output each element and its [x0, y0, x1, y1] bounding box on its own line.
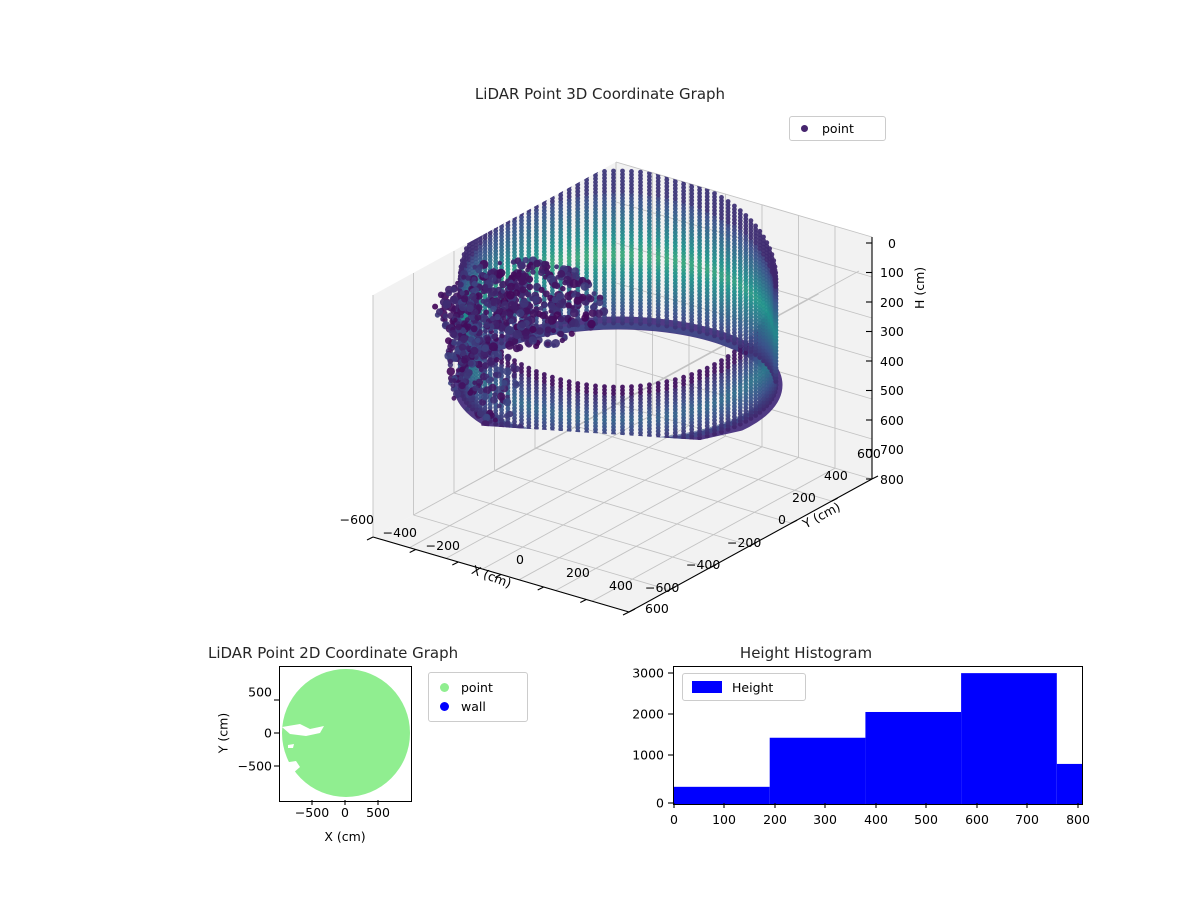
panel-3d-legend: point: [789, 116, 886, 141]
legend-label: point: [461, 680, 493, 695]
x-tick-label: 500: [366, 805, 390, 820]
x-tick-label: −200: [425, 538, 460, 553]
panel-2d: LiDAR Point 2D Coordinate Graph 500: [150, 635, 570, 865]
y-tick-label: 0: [264, 725, 272, 741]
x-tick-label: 600: [965, 812, 989, 827]
y-tick-label: 600: [857, 446, 881, 461]
y-tick-label: 500: [248, 684, 272, 700]
x-tick-label: 200: [566, 565, 590, 580]
x-tick-label: −500: [294, 805, 330, 820]
panel-histogram-tickmarks: [668, 672, 1079, 808]
panel-2d-title: LiDAR Point 2D Coordinate Graph: [208, 644, 459, 662]
panel-2d-legend: point wall: [428, 672, 528, 722]
x-tick-label: 100: [712, 812, 736, 827]
panel-3d-title: LiDAR Point 3D Coordinate Graph: [474, 85, 726, 103]
y-tick-label: −200: [727, 535, 762, 550]
panel-2d-tickmarks: [274, 699, 379, 805]
histogram-bar: [769, 737, 866, 804]
y-tick-label: −500: [237, 758, 272, 774]
x-tick-label: 400: [864, 812, 888, 827]
legend-item-wall: wall: [435, 697, 521, 716]
point-marker-icon: [801, 125, 808, 132]
x-tick-label: 0: [341, 805, 349, 820]
x-tick-label: −600: [339, 512, 374, 527]
y-tick-label: 2000: [632, 706, 664, 722]
x-tick-label: 300: [813, 812, 837, 827]
y-tick-label: 1000: [632, 747, 664, 763]
y-tick-label: 3000: [632, 665, 664, 681]
x-tick-label: 0: [670, 812, 678, 827]
h-tick-label: 600: [880, 413, 904, 428]
x-tick-label: 800: [1066, 812, 1090, 827]
h-tick-label: 300: [880, 324, 904, 339]
y-tick-label: −400: [686, 557, 721, 572]
x-tick-label: −400: [382, 525, 417, 540]
x-tick-label: 400: [609, 578, 633, 593]
point-cloud-3d: [432, 168, 783, 440]
legend-item-point: point: [435, 678, 521, 697]
h-axis-label: H (cm): [912, 266, 927, 309]
legend-item-height: Height: [689, 680, 799, 695]
x-axis-ticks: [366, 536, 630, 616]
h-tick-label: 400: [880, 354, 904, 369]
legend-item-point: point: [796, 121, 879, 136]
x-tick-label: 700: [1015, 812, 1039, 827]
legend-label: point: [822, 121, 854, 136]
y-tick-label: 400: [824, 468, 848, 483]
wall-marker-icon: [440, 702, 449, 711]
h-axis-ticks: [866, 242, 872, 480]
histogram-bar: [1056, 763, 1082, 804]
x-axis-label: X (cm): [324, 829, 366, 844]
point-marker-icon: [440, 683, 449, 692]
h-tick-label: 0: [888, 236, 896, 251]
h-tick-label: 200: [880, 295, 904, 310]
y-tick-label: −600: [645, 580, 680, 595]
panel-2d-axes: [279, 666, 412, 802]
histogram-bar: [674, 786, 770, 804]
histogram-bars: [674, 673, 1082, 804]
histogram-bar: [865, 711, 962, 804]
point-cloud-2d: [280, 667, 411, 797]
y-tick-label: 0: [778, 512, 786, 527]
y-axis-label: Y (cm): [215, 712, 231, 754]
x-tick-label: 500: [914, 812, 938, 827]
panel-3d: LiDAR Point 3D Coordinate Graph point: [339, 85, 927, 616]
h-tick-label: 800: [880, 472, 904, 487]
y-tick-label: 0: [656, 795, 664, 811]
histogram-bar: [961, 673, 1057, 804]
y-tick-label: 200: [792, 490, 816, 505]
panel-histogram: Height Histogram: [630, 635, 1100, 865]
panel-histogram-legend: Height: [682, 673, 806, 701]
x-tick-label: 0: [516, 552, 524, 567]
legend-label: Height: [732, 679, 774, 695]
x-tick-label: 600: [645, 601, 669, 616]
x-tick-label: 200: [763, 812, 787, 827]
legend-label: wall: [461, 699, 486, 714]
panel-histogram-title: Height Histogram: [739, 644, 873, 662]
panel-3d-canvas: [366, 161, 879, 616]
h-tick-label: 100: [880, 265, 904, 280]
height-bar-swatch-icon: [692, 681, 722, 693]
h-tick-label: 500: [880, 383, 904, 398]
y-axis-ticks: [628, 475, 879, 613]
h-tick-label: 700: [880, 442, 904, 457]
